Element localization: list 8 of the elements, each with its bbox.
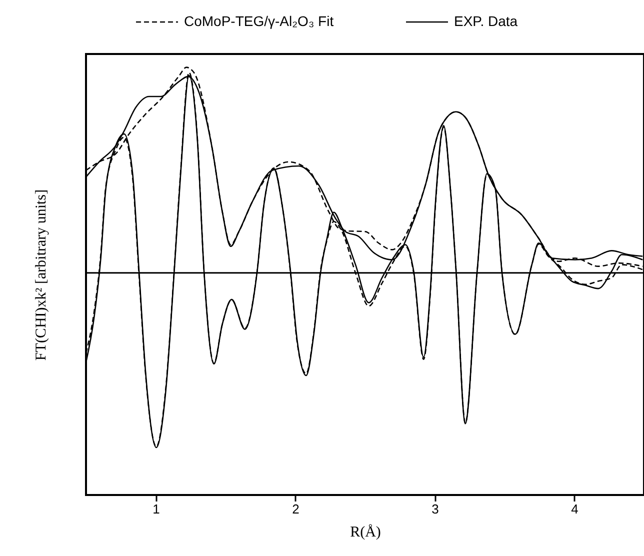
x-tick-label: 4 [571,502,578,516]
x-tick-label: 1 [152,502,160,516]
x-axis-title: R(Å) [350,524,381,540]
y-axis-title: FT(CHI)xk² [arbitrary units] [34,189,50,361]
legend-label: EXP. Data [454,13,518,29]
legend-label: CoMoP-TEG/γ-Al₂O₃ Fit [184,13,334,29]
x-tick-label: 3 [432,502,439,516]
x-tick-label: 2 [292,502,300,516]
